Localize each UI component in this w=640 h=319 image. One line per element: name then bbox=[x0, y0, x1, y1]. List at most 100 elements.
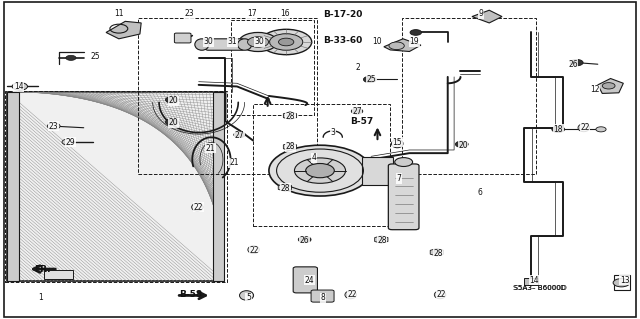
Circle shape bbox=[298, 236, 311, 243]
Bar bbox=[212, 92, 224, 281]
Circle shape bbox=[287, 145, 293, 148]
Text: 20: 20 bbox=[458, 141, 468, 150]
Bar bbox=[253, 104, 390, 226]
Circle shape bbox=[239, 33, 277, 51]
Circle shape bbox=[47, 123, 60, 129]
Text: B-57: B-57 bbox=[350, 117, 373, 126]
Text: 8: 8 bbox=[321, 293, 326, 302]
Circle shape bbox=[166, 119, 178, 125]
Text: 5: 5 bbox=[246, 293, 251, 302]
Text: 22: 22 bbox=[580, 123, 590, 132]
Circle shape bbox=[602, 83, 615, 89]
Text: B-33-60: B-33-60 bbox=[323, 36, 362, 45]
Circle shape bbox=[395, 158, 413, 167]
Text: 24: 24 bbox=[305, 276, 315, 285]
Text: FR.: FR. bbox=[34, 264, 51, 274]
Text: 4: 4 bbox=[311, 153, 316, 162]
Text: B-17-20: B-17-20 bbox=[323, 11, 362, 19]
Circle shape bbox=[278, 38, 294, 46]
Circle shape bbox=[260, 29, 312, 55]
Text: 30: 30 bbox=[204, 38, 213, 47]
Bar bbox=[7, 92, 224, 281]
Text: 22: 22 bbox=[436, 290, 446, 299]
Circle shape bbox=[234, 132, 245, 137]
Text: 18: 18 bbox=[554, 125, 563, 134]
Text: 9: 9 bbox=[479, 9, 483, 18]
FancyBboxPatch shape bbox=[205, 39, 244, 50]
Ellipse shape bbox=[345, 291, 356, 299]
Text: 2: 2 bbox=[356, 63, 361, 72]
Text: 31: 31 bbox=[228, 38, 237, 47]
Text: 17: 17 bbox=[247, 9, 257, 18]
Circle shape bbox=[269, 145, 371, 196]
Text: 7: 7 bbox=[396, 174, 401, 183]
Text: S5A3– B6000D: S5A3– B6000D bbox=[513, 285, 567, 291]
Circle shape bbox=[364, 76, 376, 83]
Circle shape bbox=[66, 55, 76, 60]
Ellipse shape bbox=[239, 291, 253, 300]
Polygon shape bbox=[472, 10, 502, 23]
Text: 12: 12 bbox=[590, 85, 599, 94]
Circle shape bbox=[306, 164, 334, 178]
Text: 22: 22 bbox=[347, 290, 356, 299]
Circle shape bbox=[287, 114, 293, 117]
Ellipse shape bbox=[237, 39, 252, 50]
Text: 27: 27 bbox=[235, 131, 244, 140]
Ellipse shape bbox=[195, 39, 209, 50]
Circle shape bbox=[62, 139, 74, 145]
Text: 21: 21 bbox=[205, 144, 215, 153]
Circle shape bbox=[351, 108, 363, 114]
Circle shape bbox=[378, 238, 385, 241]
Ellipse shape bbox=[392, 139, 403, 148]
Circle shape bbox=[410, 30, 422, 35]
Text: 6: 6 bbox=[477, 188, 482, 197]
Text: 19: 19 bbox=[410, 38, 419, 47]
Text: 14: 14 bbox=[529, 276, 539, 285]
FancyBboxPatch shape bbox=[388, 164, 419, 230]
Circle shape bbox=[570, 59, 583, 66]
Circle shape bbox=[456, 141, 468, 147]
Bar bbox=[402, 18, 536, 174]
Ellipse shape bbox=[248, 246, 259, 254]
Text: 25: 25 bbox=[90, 52, 100, 61]
Circle shape bbox=[166, 97, 178, 103]
Text: 26: 26 bbox=[300, 236, 310, 245]
Bar bbox=[138, 18, 317, 174]
Ellipse shape bbox=[191, 203, 203, 211]
Text: 27: 27 bbox=[352, 108, 362, 116]
Circle shape bbox=[596, 127, 606, 132]
Text: B-58: B-58 bbox=[179, 290, 203, 299]
Bar bbox=[44, 270, 73, 278]
Circle shape bbox=[434, 251, 440, 254]
Circle shape bbox=[248, 37, 269, 47]
FancyBboxPatch shape bbox=[311, 290, 334, 302]
Circle shape bbox=[294, 158, 346, 183]
Polygon shape bbox=[106, 21, 141, 39]
Text: 26: 26 bbox=[568, 60, 578, 69]
Bar bbox=[7, 92, 19, 281]
Text: 20: 20 bbox=[168, 96, 178, 105]
Bar bbox=[362, 157, 392, 185]
Text: 28: 28 bbox=[377, 236, 387, 245]
Text: 15: 15 bbox=[392, 137, 402, 146]
Text: S5A3– B6000D: S5A3– B6000D bbox=[515, 285, 566, 291]
Polygon shape bbox=[384, 39, 421, 51]
Text: 1: 1 bbox=[38, 293, 43, 302]
Text: 29: 29 bbox=[65, 137, 75, 146]
Text: 14: 14 bbox=[14, 82, 24, 91]
Text: 30: 30 bbox=[255, 38, 264, 47]
Text: 3: 3 bbox=[330, 128, 335, 137]
Text: 22: 22 bbox=[250, 246, 259, 255]
Text: 23: 23 bbox=[49, 122, 58, 131]
Bar bbox=[4, 91, 227, 282]
Circle shape bbox=[613, 278, 630, 287]
Ellipse shape bbox=[578, 124, 589, 132]
Text: 16: 16 bbox=[280, 9, 290, 18]
Text: 21: 21 bbox=[229, 158, 239, 167]
Circle shape bbox=[389, 42, 404, 50]
Text: 10: 10 bbox=[372, 38, 382, 47]
Circle shape bbox=[12, 83, 28, 90]
Ellipse shape bbox=[435, 291, 446, 299]
Bar bbox=[230, 20, 314, 115]
Text: 20: 20 bbox=[168, 118, 178, 128]
